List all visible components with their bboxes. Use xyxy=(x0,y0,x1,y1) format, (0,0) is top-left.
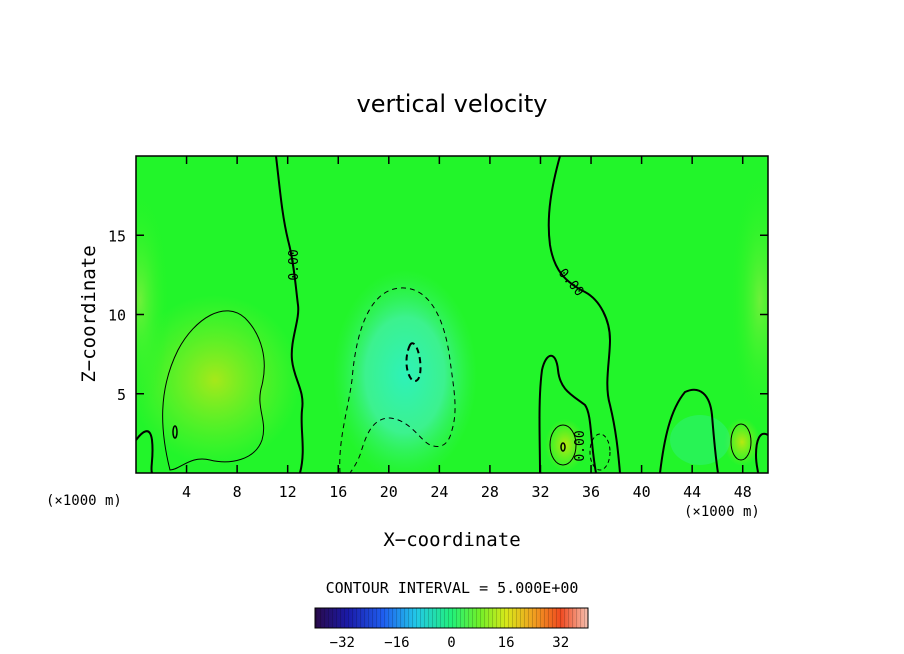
plot-area xyxy=(136,156,768,473)
x-tick-label: 12 xyxy=(279,483,297,501)
x-tick-label: 16 xyxy=(329,483,347,501)
x-tick-label: 36 xyxy=(582,483,600,501)
negative-contour-outer xyxy=(339,287,456,473)
colorbar-tick-label: 16 xyxy=(498,635,515,651)
x-tick-label: 32 xyxy=(531,483,549,501)
updraft-lobe-left xyxy=(136,295,300,465)
contour-interval-text: CONTOUR INTERVAL = 5.000E+00 xyxy=(326,579,579,597)
positive-contour-center xyxy=(549,424,577,466)
zero-contour-right xyxy=(547,156,621,473)
x-tick-label: 4 xyxy=(182,483,191,501)
zero-contour-plume-b xyxy=(659,388,719,473)
downdraft-core xyxy=(333,270,477,473)
colorbar-tick-label: 32 xyxy=(552,635,569,651)
negative-contour-right xyxy=(589,433,611,471)
x-tick-label: 40 xyxy=(633,483,651,501)
y-axis: 5 10 15 xyxy=(108,227,768,404)
zero-contour-right-edge xyxy=(754,432,768,473)
downdraft-weak-right xyxy=(670,415,730,465)
zero-contour-left-edge xyxy=(136,430,154,473)
contour-label-1: 0.00 xyxy=(287,249,302,280)
negative-contour-inner xyxy=(405,342,422,382)
colorbar-tick-label: 0 xyxy=(447,635,455,651)
y-tick-label: 5 xyxy=(117,386,126,404)
edge-region-right xyxy=(730,170,768,430)
colorbar-lines xyxy=(315,608,588,628)
y-tick-label: 10 xyxy=(108,307,126,325)
x-axis: 4 8 12 16 20 24 28 32 36 40 44 48 xyxy=(182,156,752,501)
x-unit-left: (×1000 m) xyxy=(46,493,122,509)
x-tick-label: 8 xyxy=(233,483,242,501)
y-tick-label: 15 xyxy=(108,227,126,245)
positive-contour-right xyxy=(730,423,752,461)
chart-title: vertical velocity xyxy=(357,90,548,118)
small-contour-center-core xyxy=(560,442,566,452)
x-tick-label: 24 xyxy=(430,483,448,501)
colorbar-tick-label: −16 xyxy=(384,635,409,651)
zero-contour-left xyxy=(275,156,304,473)
x-tick-label: 48 xyxy=(734,483,752,501)
x-tick-label: 44 xyxy=(683,483,701,501)
small-contour-left-core xyxy=(172,425,178,439)
edge-region-left xyxy=(136,190,170,410)
x-tick-label: 20 xyxy=(380,483,398,501)
positive-contour-left xyxy=(162,310,265,471)
colorbar: −32 −16 0 16 32 xyxy=(314,607,589,651)
colorbar-ticks: −32 −16 0 16 32 xyxy=(330,635,569,651)
x-tick-label: 28 xyxy=(481,483,499,501)
y-axis-label: Z−coordinate xyxy=(78,245,100,382)
x-unit-right: (×1000 m) xyxy=(684,504,760,520)
x-axis-label: X−coordinate xyxy=(383,529,520,551)
colorbar-frame xyxy=(314,607,589,629)
colorbar-tick-label: −32 xyxy=(330,635,355,651)
contour-label-3: 0.00 xyxy=(573,430,588,461)
zero-contour-plume-a xyxy=(538,354,597,473)
